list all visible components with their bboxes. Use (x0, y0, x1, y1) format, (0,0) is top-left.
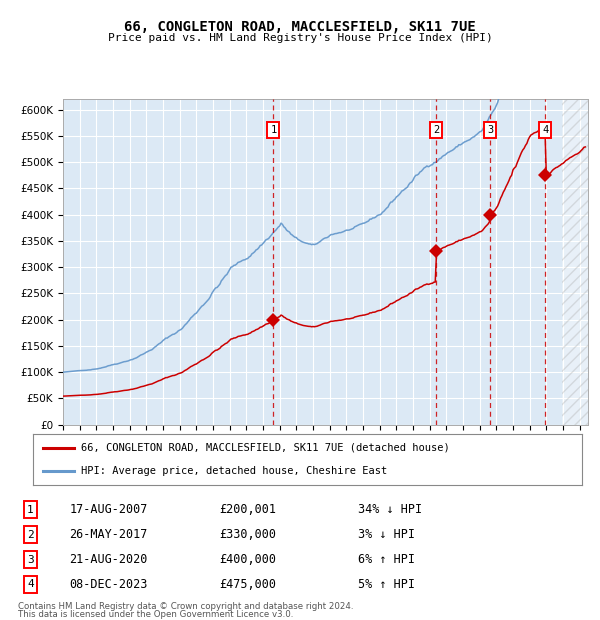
Text: Price paid vs. HM Land Registry's House Price Index (HPI): Price paid vs. HM Land Registry's House … (107, 33, 493, 43)
Text: Contains HM Land Registry data © Crown copyright and database right 2024.: Contains HM Land Registry data © Crown c… (18, 602, 353, 611)
Text: £400,000: £400,000 (220, 553, 277, 566)
Text: 3% ↓ HPI: 3% ↓ HPI (358, 528, 415, 541)
Text: £330,000: £330,000 (220, 528, 277, 541)
Bar (562, 99, 588, 425)
Text: This data is licensed under the Open Government Licence v3.0.: This data is licensed under the Open Gov… (18, 610, 293, 619)
Text: £200,001: £200,001 (220, 503, 277, 516)
Text: 6% ↑ HPI: 6% ↑ HPI (358, 553, 415, 566)
Text: 21-AUG-2020: 21-AUG-2020 (70, 553, 148, 566)
Text: 3: 3 (27, 554, 34, 565)
Text: 08-DEC-2023: 08-DEC-2023 (70, 578, 148, 591)
Text: HPI: Average price, detached house, Cheshire East: HPI: Average price, detached house, Ches… (82, 466, 388, 476)
Text: 1: 1 (27, 505, 34, 515)
Text: 66, CONGLETON ROAD, MACCLESFIELD, SK11 7UE: 66, CONGLETON ROAD, MACCLESFIELD, SK11 7… (124, 20, 476, 34)
Text: 1: 1 (270, 125, 277, 135)
Text: £475,000: £475,000 (220, 578, 277, 591)
Text: 3: 3 (487, 125, 493, 135)
Text: 2: 2 (433, 125, 439, 135)
Text: 66, CONGLETON ROAD, MACCLESFIELD, SK11 7UE (detached house): 66, CONGLETON ROAD, MACCLESFIELD, SK11 7… (82, 443, 450, 453)
Text: 26-MAY-2017: 26-MAY-2017 (70, 528, 148, 541)
Text: 4: 4 (542, 125, 548, 135)
Text: 34% ↓ HPI: 34% ↓ HPI (358, 503, 422, 516)
Text: 5% ↑ HPI: 5% ↑ HPI (358, 578, 415, 591)
Text: 2: 2 (27, 529, 34, 539)
Text: 4: 4 (27, 580, 34, 590)
Text: 17-AUG-2007: 17-AUG-2007 (70, 503, 148, 516)
